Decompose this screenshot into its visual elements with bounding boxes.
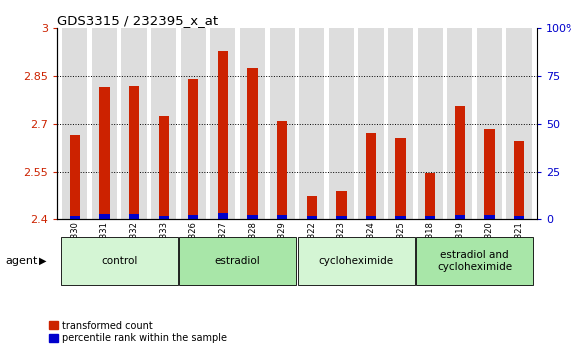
Bar [270, 28, 295, 219]
Bar [514, 216, 524, 219]
Bar [455, 215, 465, 219]
Text: agent: agent [6, 256, 38, 266]
Bar [240, 28, 265, 219]
Bar [425, 216, 435, 219]
Bar [514, 141, 524, 219]
Bar [159, 116, 169, 219]
Bar [122, 28, 147, 219]
Bar [129, 215, 139, 219]
Text: control: control [101, 256, 138, 266]
Bar [477, 28, 502, 219]
Bar [336, 191, 347, 219]
Bar [70, 216, 80, 219]
Bar [99, 215, 110, 219]
Text: estradiol and
cycloheximide: estradiol and cycloheximide [437, 250, 512, 272]
Bar [425, 173, 435, 219]
Bar [307, 216, 317, 219]
Bar [218, 51, 228, 219]
Bar [188, 79, 199, 219]
Bar [299, 28, 324, 219]
Bar [70, 135, 80, 219]
Bar [151, 28, 176, 219]
Bar [247, 68, 258, 219]
Bar [395, 216, 406, 219]
Legend: transformed count, percentile rank within the sample: transformed count, percentile rank withi… [45, 317, 231, 347]
Bar [92, 28, 117, 219]
Bar [188, 215, 199, 219]
Bar [455, 107, 465, 219]
Bar [129, 86, 139, 219]
Bar [417, 28, 443, 219]
Bar [388, 28, 413, 219]
Bar [484, 215, 494, 219]
Bar [277, 215, 287, 219]
Bar [218, 213, 228, 219]
Bar [359, 28, 384, 219]
Bar [395, 138, 406, 219]
Bar [277, 121, 287, 219]
Bar [366, 133, 376, 219]
Bar [247, 215, 258, 219]
Bar [159, 216, 169, 219]
Bar [366, 216, 376, 219]
Text: GDS3315 / 232395_x_at: GDS3315 / 232395_x_at [57, 14, 218, 27]
Bar [210, 28, 235, 219]
Bar [447, 28, 472, 219]
Text: estradiol: estradiol [215, 256, 260, 266]
Bar [484, 129, 494, 219]
Text: ▶: ▶ [39, 256, 46, 266]
Bar [506, 28, 532, 219]
Bar [62, 28, 87, 219]
Text: cycloheximide: cycloheximide [319, 256, 393, 266]
Bar [329, 28, 354, 219]
Bar [307, 195, 317, 219]
Bar [99, 87, 110, 219]
Bar [336, 216, 347, 219]
Bar [180, 28, 206, 219]
